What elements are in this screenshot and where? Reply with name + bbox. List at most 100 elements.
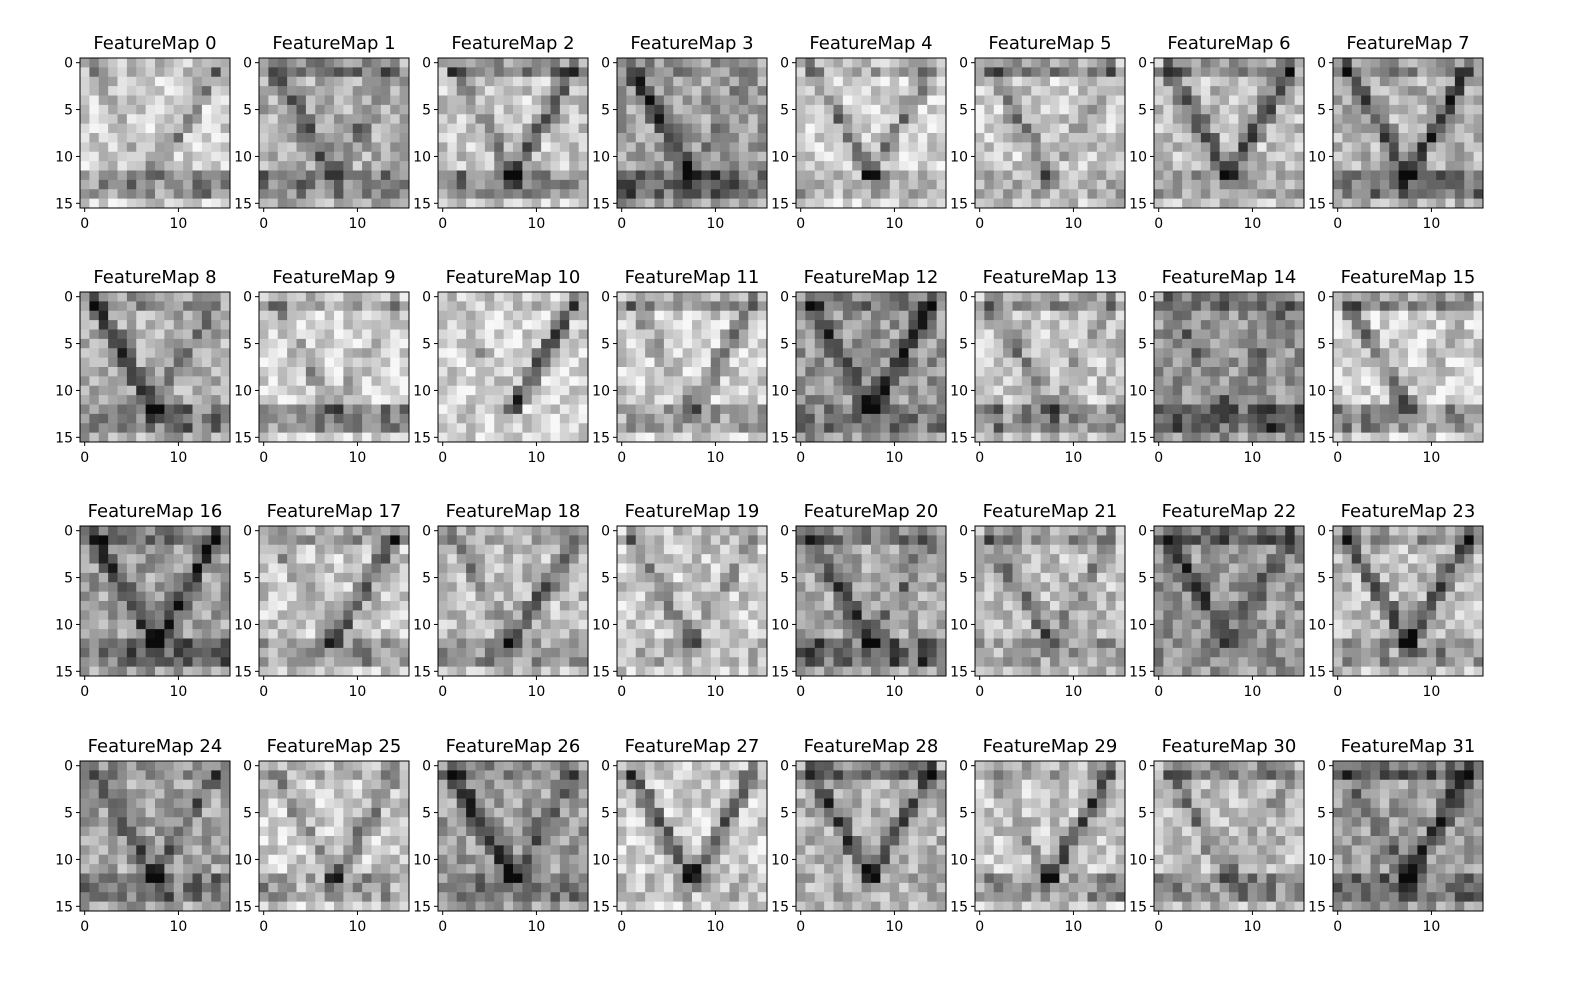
- heatmap-cell: [296, 142, 307, 153]
- heatmap-cell: [211, 338, 222, 349]
- heatmap-cell: [550, 554, 561, 564]
- heatmap-cell: [399, 572, 410, 583]
- heatmap-cell: [1031, 413, 1042, 424]
- heatmap-cell: [1059, 151, 1070, 162]
- heatmap-cell: [550, 76, 561, 87]
- heatmap-cell: [645, 329, 655, 340]
- heatmap-cell: [720, 170, 730, 181]
- heatmap-cell: [183, 301, 193, 312]
- y-tick-label: 15: [592, 430, 610, 446]
- heatmap-cell: [1473, 151, 1484, 162]
- heatmap-cell: [1115, 310, 1126, 321]
- heatmap-cell: [673, 292, 684, 302]
- heatmap-cell: [531, 348, 542, 359]
- heatmap-cell: [173, 395, 184, 405]
- heatmap-cell: [305, 423, 316, 434]
- heatmap-cell: [438, 123, 448, 134]
- heatmap-cell: [682, 58, 693, 68]
- heatmap-cell: [1182, 170, 1192, 181]
- heatmap-cell: [466, 376, 476, 387]
- heatmap-cell: [117, 348, 128, 359]
- heatmap-cell: [1426, 348, 1437, 359]
- heatmap-cell: [1379, 310, 1390, 321]
- heatmap-cell: [824, 86, 834, 96]
- heatmap-cell: [1012, 320, 1023, 330]
- heatmap-cell: [861, 58, 872, 68]
- heatmap-cell: [390, 320, 401, 330]
- heatmap-cell: [287, 554, 297, 564]
- heatmap-cell: [889, 142, 900, 153]
- heatmap-cell: [1012, 404, 1023, 415]
- heatmap-cell: [748, 385, 759, 396]
- heatmap-cell: [645, 301, 655, 312]
- heatmap-cell: [1445, 376, 1456, 387]
- heatmap-cell: [1050, 142, 1060, 153]
- heatmap-cell: [993, 413, 1004, 424]
- y-tick-label: 15: [950, 196, 968, 212]
- heatmap-cell: [1172, 151, 1183, 162]
- heatmap-cell: [1389, 432, 1400, 443]
- heatmap-cell: [1031, 58, 1042, 68]
- heatmap-cell: [1229, 357, 1239, 368]
- heatmap-cell: [1219, 432, 1230, 443]
- heatmap-cell: [541, 404, 551, 415]
- heatmap-cell: [673, 123, 684, 134]
- heatmap-cell: [1012, 357, 1023, 368]
- heatmap-cell: [880, 170, 891, 181]
- axes-frame: [795, 57, 947, 209]
- heatmap-cell: [814, 310, 825, 321]
- heatmap-cell: [484, 301, 495, 312]
- heatmap-cell: [126, 133, 137, 143]
- heatmap-cell: [569, 170, 580, 181]
- heatmap-cell: [908, 114, 919, 125]
- heatmap-cell: [1106, 348, 1117, 359]
- heatmap-cell: [984, 161, 995, 171]
- heatmap-cell: [1361, 161, 1371, 171]
- heatmap-cell: [1040, 376, 1051, 387]
- heatmap-cell: [1003, 86, 1013, 96]
- heatmap-cell: [663, 76, 674, 87]
- heatmap-cell: [1370, 133, 1381, 143]
- heatmap-cell: [635, 123, 646, 134]
- heatmap-cell: [617, 198, 627, 209]
- heatmap-cell: [1106, 413, 1117, 424]
- heatmap-cell: [824, 198, 834, 209]
- heatmap-cell: [1294, 104, 1305, 115]
- heatmap-cell: [1163, 161, 1174, 171]
- y-tick-label: 5: [1138, 337, 1147, 353]
- heatmap-cell: [710, 161, 721, 171]
- heatmap-cell: [1003, 310, 1013, 321]
- heatmap-cell: [1154, 301, 1164, 312]
- heatmap-cell: [757, 198, 768, 209]
- heatmap-cell: [936, 123, 947, 134]
- heatmap-cell: [1370, 123, 1381, 134]
- heatmap-cell: [1257, 301, 1267, 312]
- y-tick-label: 5: [601, 103, 610, 119]
- heatmap-cell: [1087, 142, 1098, 153]
- heatmap-cell: [1210, 151, 1221, 162]
- heatmap-cell: [805, 413, 816, 424]
- y-tick-label: 0: [64, 524, 73, 540]
- heatmap-cell: [305, 601, 316, 611]
- heatmap-cell: [192, 619, 203, 630]
- heatmap-cell: [211, 104, 222, 115]
- heatmap-cell: [305, 170, 316, 181]
- heatmap-cell: [390, 133, 401, 143]
- heatmap-cell: [352, 619, 363, 630]
- heatmap-cell: [1163, 348, 1174, 359]
- heatmap-cell: [1068, 376, 1079, 387]
- heatmap-cell: [1031, 292, 1042, 302]
- heatmap-cell: [1426, 114, 1437, 125]
- heatmap-cell: [748, 123, 759, 134]
- heatmap-cell: [98, 95, 109, 106]
- heatmap-cell: [352, 301, 363, 312]
- heatmap-cell: [645, 292, 655, 302]
- heatmap-cell: [984, 292, 995, 302]
- heatmap-cell: [710, 133, 721, 143]
- heatmap-cell: [380, 348, 391, 359]
- heatmap-cell: [1078, 413, 1088, 424]
- heatmap-cell: [757, 329, 768, 340]
- heatmap-cell: [852, 367, 863, 377]
- heatmap-cell: [984, 413, 995, 424]
